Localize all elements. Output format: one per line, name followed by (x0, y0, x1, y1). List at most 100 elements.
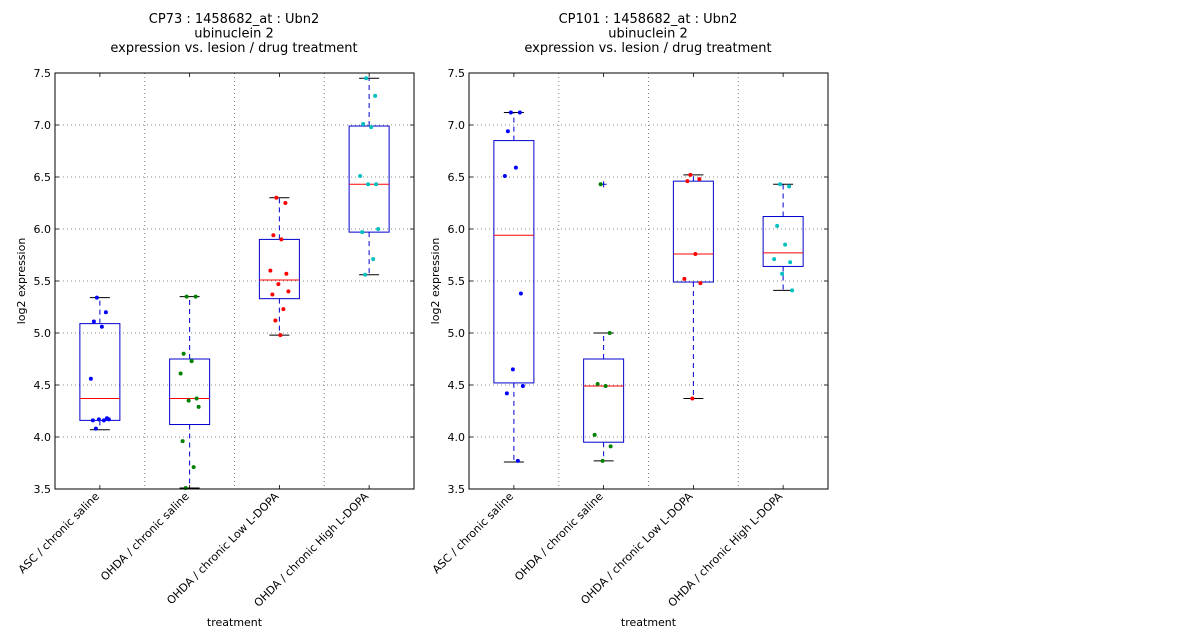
y-axis-label: log2 expression (15, 238, 28, 325)
box-rect (79, 323, 121, 421)
data-point (607, 331, 612, 335)
data-point (91, 319, 96, 324)
data-point (608, 444, 613, 449)
data-point (373, 93, 378, 98)
y-tick-label: 6.5 (448, 171, 466, 184)
data-point (778, 182, 783, 187)
grid-lines (469, 72, 828, 490)
data-point (518, 291, 523, 296)
x-tick-label: OHDA / chronic saline (512, 490, 606, 584)
y-tick-label: 4.0 (34, 431, 52, 444)
x-axis-label: treatment (207, 616, 263, 629)
chart-title-line: CP101 : 1458682_at : Ubn2 (559, 12, 738, 27)
data-point (376, 227, 381, 231)
box-rect (348, 125, 390, 233)
data-point (366, 182, 371, 187)
data-point (510, 367, 515, 372)
box-rect (493, 140, 535, 384)
data-point (688, 172, 693, 177)
data-point (517, 110, 522, 115)
data-point (88, 376, 93, 381)
plot-frame (54, 72, 415, 490)
y-tick-label: 6.0 (448, 223, 466, 236)
chart-title-line: ubinuclein 2 (194, 27, 274, 42)
data-point (772, 257, 777, 262)
data-point (363, 272, 368, 277)
box-group-1 (493, 112, 535, 463)
data-point (186, 398, 191, 403)
chart-title-line: expression vs. lesion / drug treatment (524, 41, 771, 56)
data-point (283, 201, 288, 205)
y-axis-label: log2 expression (429, 238, 442, 325)
data-point (276, 282, 281, 287)
data-point (592, 432, 597, 437)
box-group-2 (583, 181, 625, 462)
box-group-3 (672, 174, 714, 400)
y-tick-label: 4.5 (34, 379, 52, 392)
box-rect (258, 238, 300, 300)
data-point (504, 391, 509, 396)
chart-title-line: CP73 : 1458682_at : Ubn2 (149, 12, 320, 27)
y-tick-label: 4.0 (448, 431, 466, 444)
box-group-4 (348, 77, 390, 276)
data-point (271, 233, 276, 238)
box-group-1 (79, 297, 121, 431)
data-point (775, 223, 780, 228)
box-group-4 (762, 183, 804, 291)
data-point (274, 195, 279, 200)
y-tick-label: 5.0 (448, 327, 466, 340)
y-tick-label: 3.5 (448, 483, 466, 496)
data-point (180, 439, 185, 444)
box-rect (762, 216, 804, 267)
box-rect (169, 358, 211, 426)
data-point (286, 289, 291, 294)
y-tick-label: 5.5 (34, 275, 52, 288)
data-point (196, 404, 201, 409)
data-point (96, 417, 101, 422)
y-tick-label: 5.0 (34, 327, 52, 340)
data-point (268, 268, 273, 273)
data-point (698, 281, 703, 286)
data-point (279, 237, 284, 242)
data-point (281, 307, 286, 312)
x-axis-label: treatment (621, 616, 677, 629)
y-tick-label: 5.5 (448, 275, 466, 288)
chart-title-line: ubinuclein 2 (608, 27, 688, 42)
data-point (780, 271, 785, 276)
data-point (513, 165, 518, 170)
data-point (515, 458, 520, 463)
data-point (693, 251, 698, 256)
box-rect (583, 358, 625, 443)
data-point (193, 294, 198, 299)
data-point (520, 384, 525, 389)
data-point (360, 230, 365, 235)
box-rect (672, 180, 714, 283)
data-point (284, 271, 289, 276)
data-point (101, 418, 106, 423)
data-point (783, 242, 788, 247)
data-point (93, 426, 98, 431)
data-point (364, 76, 369, 81)
data-point (371, 257, 376, 262)
box-group-2 (169, 296, 211, 489)
data-point (106, 417, 111, 422)
data-point (278, 333, 283, 338)
data-point (184, 294, 189, 299)
data-point (178, 371, 183, 376)
data-point (505, 129, 510, 134)
x-tick-label: OHDA / chronic saline (98, 490, 192, 584)
data-point (194, 396, 199, 401)
grid-lines (55, 72, 414, 490)
y-tick-label: 3.5 (34, 483, 52, 496)
data-point (181, 351, 186, 356)
data-point (603, 384, 608, 389)
data-point (361, 121, 366, 126)
data-point (94, 295, 99, 300)
data-point (598, 182, 603, 187)
chart-title-line: expression vs. lesion / drug treatment (110, 41, 357, 56)
y-tick-label: 6.5 (34, 171, 52, 184)
data-point (787, 184, 792, 189)
